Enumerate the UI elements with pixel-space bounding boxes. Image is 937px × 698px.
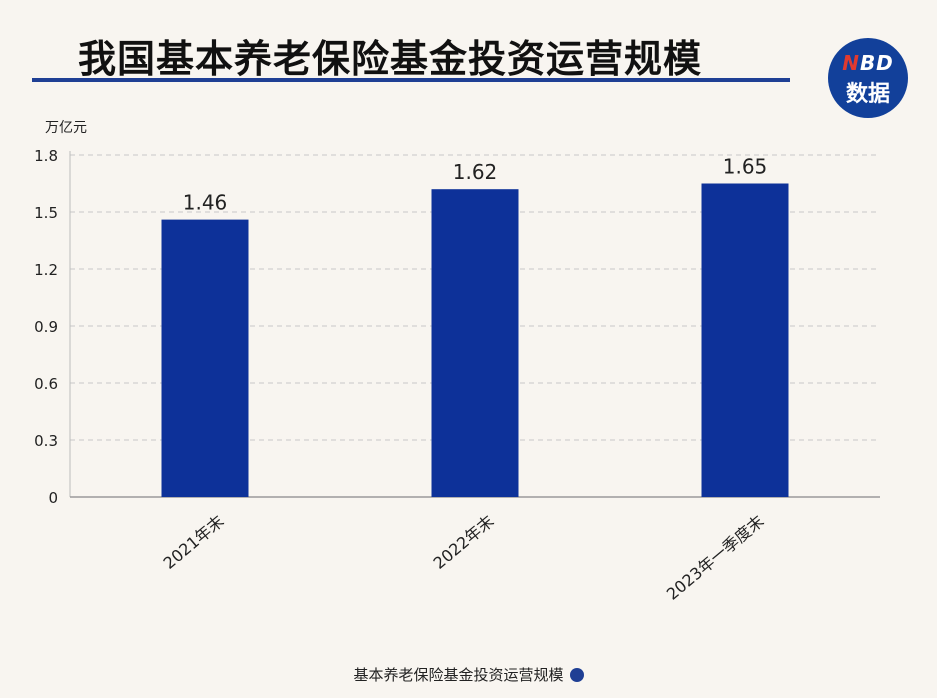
data-label: 1.65 (723, 155, 768, 179)
nbd-logo: NBD 数据 (828, 38, 908, 118)
bar-3 (701, 183, 789, 497)
y-tick-label: 0.6 (34, 375, 58, 393)
data-label: 1.46 (183, 191, 228, 215)
legend: 基本养老保险基金投资运营规模 (0, 664, 937, 685)
y-tick-label: 1.5 (34, 204, 58, 222)
x-tick-label: 2021年末 (160, 512, 228, 573)
page-title: 我国基本养老保险基金投资运营规模 (78, 37, 703, 81)
y-tick-label: 1.8 (34, 147, 58, 165)
y-axis-unit-label: 万亿元 (45, 120, 87, 136)
title-underline (32, 78, 790, 82)
x-tick-label: 2023年一季度末 (663, 512, 768, 604)
y-tick-label: 0.3 (34, 432, 58, 450)
bar-2 (431, 189, 519, 497)
data-label: 1.62 (453, 160, 498, 184)
logo-top-text: NBD (842, 51, 894, 75)
bar-1 (161, 219, 249, 497)
x-tick-label: 2022年末 (430, 512, 498, 573)
logo-bottom-text: 数据 (845, 82, 890, 107)
legend-swatch (569, 668, 584, 682)
y-tick-label: 0 (48, 489, 58, 507)
y-tick-label: 1.2 (34, 261, 58, 279)
y-tick-label: 0.9 (34, 318, 58, 336)
legend-label: 基本养老保险基金投资运营规模 (353, 666, 564, 684)
